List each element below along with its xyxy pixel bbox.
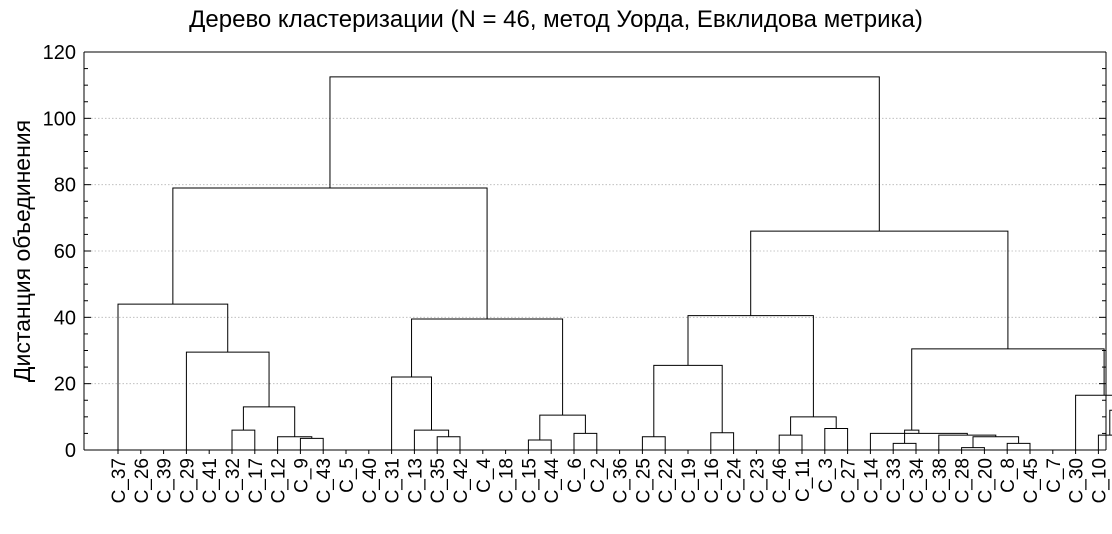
- x-tick-label: C_18: [497, 458, 518, 503]
- y-tick-label: 0: [65, 440, 76, 462]
- x-tick-label: C_43: [314, 458, 335, 503]
- x-tick-label: C_36: [611, 458, 632, 503]
- y-tick-label: 20: [54, 374, 76, 396]
- x-tick-label: C_40: [360, 458, 381, 503]
- x-tick-label: C_30: [1067, 458, 1088, 503]
- dendrogram-link: [299, 437, 324, 450]
- x-tick-label: C_37: [109, 458, 130, 503]
- y-tick-label: 80: [54, 175, 76, 197]
- x-tick-label: C_29: [177, 458, 198, 503]
- dendrogram-link: [869, 432, 968, 450]
- x-tick-label: C_5: [337, 458, 358, 493]
- x-tick-label: C_38: [930, 458, 951, 503]
- y-tick-label: 40: [54, 307, 76, 329]
- dendrogram-link: [1097, 434, 1112, 450]
- y-tick-label: 120: [43, 42, 76, 64]
- dendrogram-link: [329, 76, 880, 232]
- x-tick-label: C_17: [246, 458, 267, 503]
- x-tick-label: C_10: [1089, 458, 1110, 503]
- x-tick-label: C_15: [519, 458, 540, 503]
- x-tick-label: C_46: [770, 458, 791, 503]
- y-axis-label: Дистанция объединения: [9, 120, 35, 382]
- dendrogram-link: [790, 416, 837, 436]
- x-tick-label: C_33: [884, 458, 905, 503]
- x-tick-label: C_42: [451, 458, 472, 503]
- x-tick-label: C_9: [291, 458, 312, 493]
- x-tick-label: C_24: [725, 458, 746, 504]
- x-tick-label: C_34: [907, 458, 928, 504]
- x-tick-label: C_23: [747, 458, 768, 503]
- y-tick-label: 100: [43, 108, 76, 130]
- dendrogram-link: [172, 187, 488, 319]
- dendrogram-link: [972, 436, 1020, 448]
- dendrogram-link: [527, 439, 552, 450]
- dendrogram-link: [117, 303, 229, 450]
- dendrogram-link: [778, 434, 803, 450]
- x-tick-label: C_44: [542, 458, 563, 504]
- x-tick-label: C_3: [816, 458, 837, 493]
- dendrogram-link: [436, 436, 461, 450]
- chart-title: Дерево кластеризации (N = 46, метод Уорд…: [189, 6, 923, 33]
- dendrogram-link: [892, 442, 917, 450]
- dendrogram-link: [641, 436, 666, 450]
- dendrogram-link: [653, 364, 723, 437]
- x-tick-label: C_6: [565, 458, 586, 493]
- x-tick-label: C_27: [839, 458, 860, 503]
- dendrogram-link: [1075, 394, 1112, 450]
- x-tick-label: C_26: [132, 458, 153, 503]
- x-tick-label: C_11: [793, 458, 814, 502]
- dendrogram-link: [687, 315, 814, 417]
- x-tick-label: C_13: [405, 458, 426, 503]
- x-tick-label: C_32: [223, 458, 244, 503]
- dendrogram-link: [411, 318, 564, 416]
- x-tick-label: C_4: [474, 458, 495, 493]
- x-tick-label: C_31: [383, 458, 404, 503]
- x-tick-label: C_35: [428, 458, 449, 503]
- dendrogram-link: [573, 432, 598, 450]
- dendrogram-link: [242, 406, 296, 437]
- dendrogram-link: [750, 230, 1009, 349]
- dendrogram-link: [231, 429, 256, 450]
- x-tick-label: C_45: [1021, 458, 1042, 503]
- x-tick-label: C_20: [975, 458, 996, 503]
- x-tick-label: C_28: [953, 458, 974, 503]
- dendrogram-link: [185, 351, 270, 450]
- dendrogram-link: [539, 414, 586, 441]
- dendrogram-link: [391, 376, 432, 450]
- x-tick-label: C_22: [656, 458, 677, 503]
- x-tick-label: C_7: [1044, 458, 1065, 493]
- x-tick-label: C_39: [155, 458, 176, 503]
- y-tick-label: 60: [54, 241, 76, 263]
- x-tick-label: C_25: [633, 458, 654, 503]
- dendrogram-link: [911, 348, 1105, 431]
- x-tick-label: C_12: [269, 458, 290, 503]
- x-tick-label: C_8: [998, 458, 1019, 493]
- x-tick-label: C_19: [679, 458, 700, 503]
- x-tick-label: C_41: [200, 458, 221, 503]
- dendrogram-link: [710, 432, 735, 450]
- x-tick-label: C_2: [588, 458, 609, 493]
- dendrogram-link: [1109, 409, 1112, 436]
- dendrogram-link: [824, 427, 849, 450]
- x-tick-label: C_16: [702, 458, 723, 503]
- dendrogram-link: [904, 429, 920, 444]
- x-tick-label: C_14: [861, 458, 882, 504]
- dendrogram-link: [413, 429, 450, 450]
- dendrogram-link: [1006, 442, 1031, 450]
